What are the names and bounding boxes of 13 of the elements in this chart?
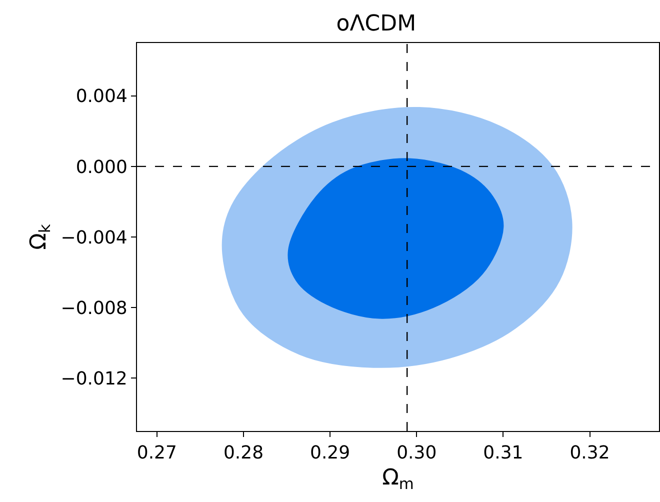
x-tick-label: 0.30 (396, 442, 437, 464)
chart-title: oΛCDM (336, 11, 416, 36)
y-tick-label: −0.012 (60, 368, 128, 390)
y-tick-label: 0.000 (76, 156, 128, 178)
x-tick-label: 0.28 (223, 442, 264, 464)
y-tick-label: −0.004 (60, 227, 128, 248)
y-tick-label: −0.008 (60, 298, 128, 319)
x-tick-label: 0.29 (310, 442, 350, 464)
x-tick-label: 0.31 (483, 442, 524, 464)
x-axis-title: Ω$_{m}$ (382, 466, 414, 494)
y-tick-label: 0.004 (76, 86, 128, 108)
x-tick-label: 0.32 (570, 442, 610, 464)
x-tick-label: 0.27 (136, 442, 177, 464)
